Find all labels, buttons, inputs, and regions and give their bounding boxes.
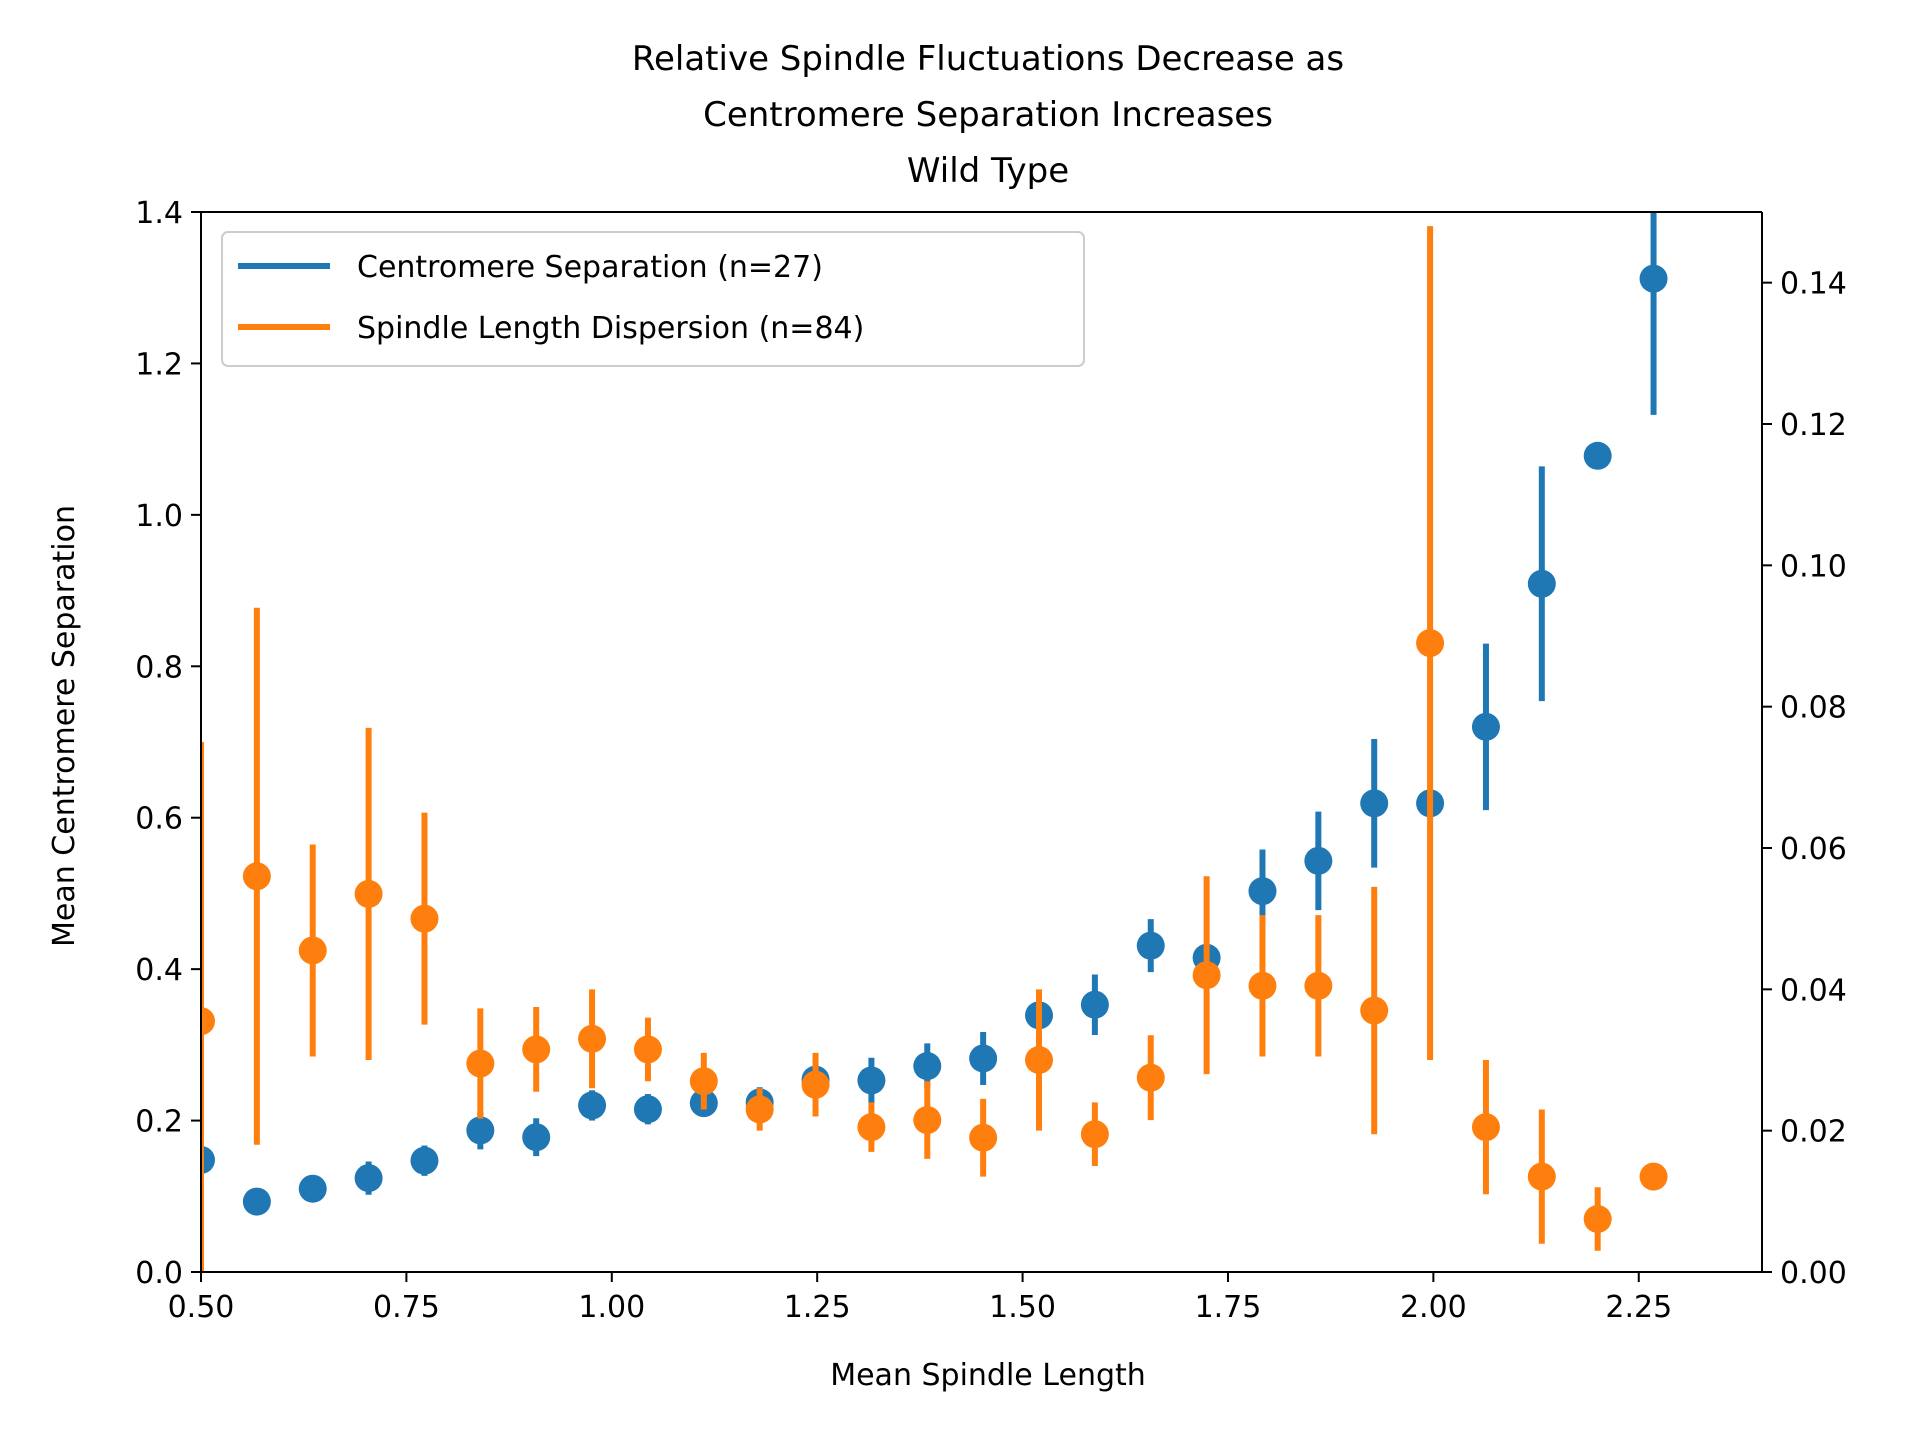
dispersion-point (578, 1024, 607, 1053)
y-tick-label: 0.8 (135, 650, 183, 685)
x-tick-label: 1.00 (578, 1290, 645, 1325)
y-tick-label: 1.2 (135, 347, 183, 382)
legend-label-dispersion: Spindle Length Dispersion (n=84) (357, 311, 864, 346)
title-line-2: Centromere Separation Increases (703, 95, 1273, 135)
dispersion-point (201, 1007, 215, 1036)
centromere-point (1527, 569, 1556, 598)
centromere-point (298, 1174, 327, 1203)
x-tick-label: 0.50 (168, 1290, 235, 1325)
dispersion-point (1136, 1063, 1165, 1092)
data-marks (201, 212, 1668, 1272)
dispersion-point (1471, 1113, 1500, 1142)
dispersion-point (1416, 629, 1445, 658)
centromere-point (354, 1164, 383, 1193)
dispersion-point (689, 1067, 718, 1096)
centromere-point (1304, 846, 1333, 875)
centromere-point (242, 1187, 271, 1216)
dispersion-point (354, 879, 383, 908)
dispersion-point (1080, 1120, 1109, 1149)
legend-label-centromere: Centromere Separation (n=27) (357, 250, 823, 285)
x-tick-label: 2.00 (1400, 1290, 1467, 1325)
centromere-point (857, 1066, 886, 1095)
dispersion-point (1583, 1205, 1612, 1233)
dispersion-point (969, 1123, 998, 1152)
y2-tick-label: 0.10 (1780, 549, 1847, 584)
centromere-point (1248, 877, 1277, 906)
centromere-point (578, 1091, 607, 1120)
y2-tick-label: 0.08 (1780, 691, 1847, 726)
dispersion-point (857, 1113, 886, 1142)
centromere-point (1080, 990, 1109, 1019)
x-axis-label: Mean Spindle Length (830, 1358, 1146, 1393)
y-tick-label: 0.0 (135, 1256, 183, 1291)
title-line-3: Wild Type (907, 151, 1069, 191)
chart-title: Relative Spindle Fluctuations Decrease a… (632, 39, 1344, 191)
series-dispersion (201, 226, 1668, 1272)
dispersion-point (1527, 1162, 1556, 1191)
dispersion-point (242, 862, 271, 891)
y2-tick-label: 0.02 (1780, 1115, 1847, 1150)
y2-tick-label: 0.06 (1780, 832, 1847, 867)
centromere-point (410, 1146, 439, 1175)
centromere-point (522, 1123, 551, 1152)
centromere-point (1639, 264, 1668, 293)
x-tick-label: 0.75 (373, 1290, 440, 1325)
y-axis-label: Mean Centromere Separation (47, 505, 82, 947)
y2-tick-label: 0.00 (1780, 1256, 1847, 1291)
y-tick-label: 0.2 (135, 1105, 183, 1140)
x-tick-label: 1.50 (989, 1290, 1056, 1325)
y-axis-right: 0.00 0.02 0.04 0.06 0.08 0.10 0.12 0.14 (1762, 267, 1847, 1291)
dispersion-point (1360, 996, 1389, 1025)
dispersion-point (522, 1035, 551, 1064)
dispersion-point (298, 936, 327, 965)
dispersion-point (913, 1106, 942, 1135)
x-axis: 0.50 0.75 1.00 1.25 1.50 1.75 2.00 2.25 (168, 1272, 1672, 1325)
plot-frame (200, 211, 1763, 1273)
x-tick-label: 1.75 (1195, 1290, 1262, 1325)
centromere-point (1583, 441, 1612, 470)
legend: Centromere Separation (n=27) Spindle Len… (221, 231, 1085, 367)
dispersion-point (745, 1095, 774, 1124)
centromere-point (969, 1044, 998, 1073)
dispersion-point (1248, 971, 1277, 1000)
y-tick-label: 0.6 (135, 802, 183, 837)
dispersion-point (633, 1035, 662, 1064)
y2-tick-label: 0.04 (1780, 973, 1847, 1008)
y-tick-label: 1.0 (135, 499, 183, 534)
dispersion-point (466, 1049, 495, 1078)
centromere-point (633, 1095, 662, 1124)
legend-box (221, 231, 1085, 367)
x-tick-label: 1.25 (784, 1290, 851, 1325)
y2-tick-label: 0.14 (1780, 267, 1847, 302)
title-line-1: Relative Spindle Fluctuations Decrease a… (632, 39, 1344, 79)
centromere-point (913, 1052, 942, 1081)
dispersion-point (1192, 961, 1221, 990)
centromere-point (466, 1116, 495, 1145)
centromere-point (1360, 789, 1389, 818)
x-tick-label: 2.25 (1605, 1290, 1672, 1325)
y-axis-left: 0.0 0.2 0.4 0.6 0.8 1.0 1.2 1.4 (135, 196, 201, 1291)
dispersion-point (1025, 1046, 1054, 1074)
centromere-point (201, 1145, 215, 1174)
dispersion-point (1304, 971, 1333, 1000)
y-tick-label: 1.4 (135, 196, 183, 231)
dispersion-point (410, 904, 439, 933)
centromere-point (1136, 931, 1165, 960)
dispersion-point (1639, 1162, 1668, 1191)
dispersion-point (801, 1070, 830, 1099)
y2-tick-label: 0.12 (1780, 408, 1847, 443)
y-tick-label: 0.4 (135, 953, 183, 988)
centromere-point (1471, 712, 1500, 741)
